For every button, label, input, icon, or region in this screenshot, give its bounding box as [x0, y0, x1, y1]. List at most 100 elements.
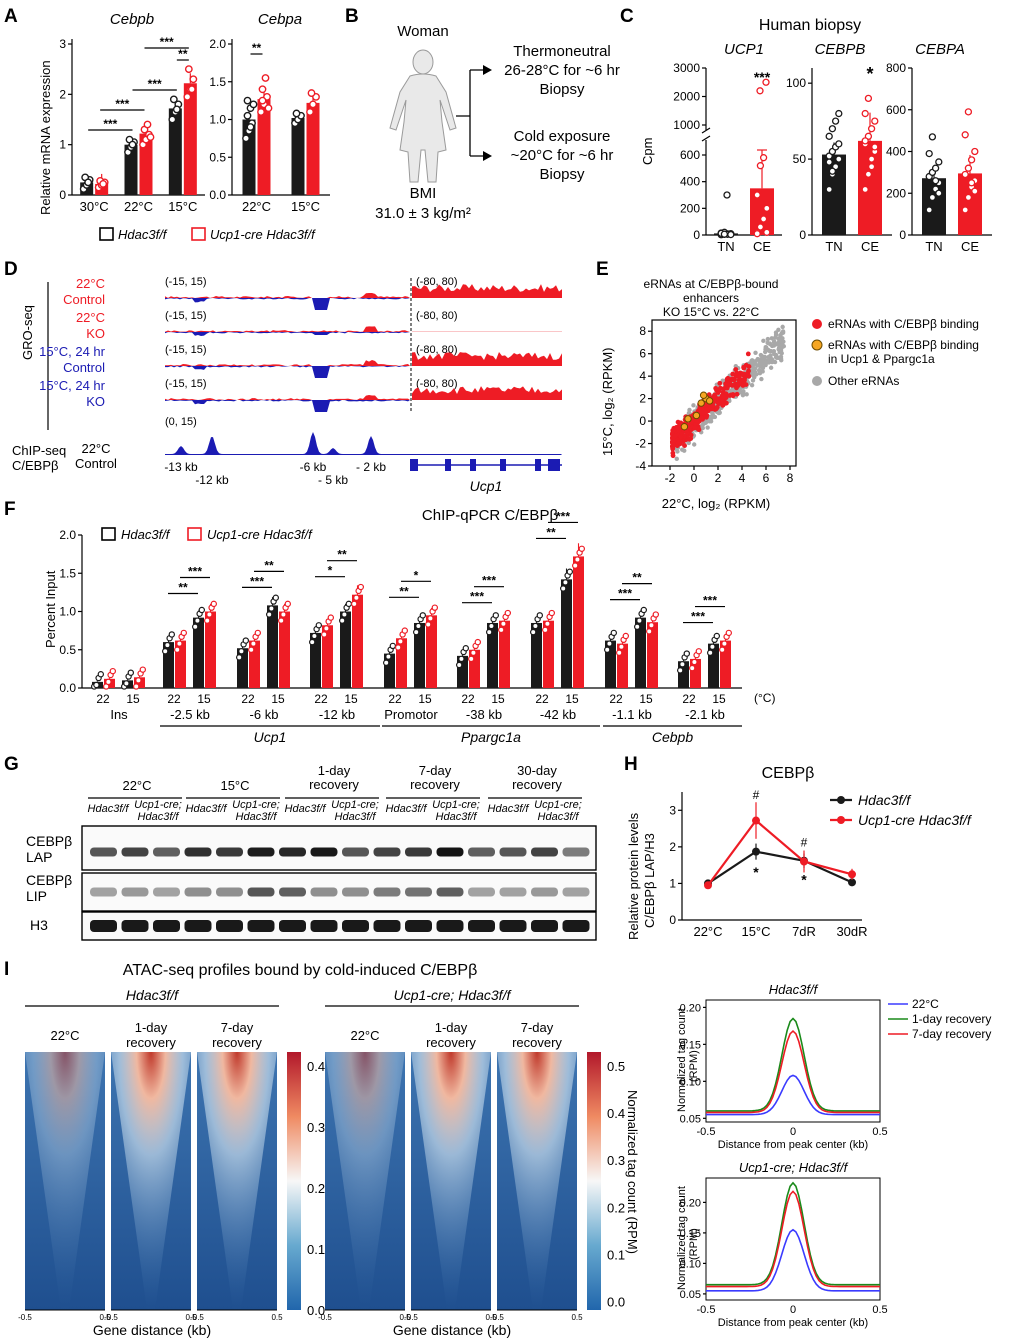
scatter-point-cebpb: [730, 393, 736, 399]
data-point: [161, 648, 169, 655]
y-tick-label: -2: [635, 437, 646, 451]
genotype-label: Hdac3f/f: [285, 803, 327, 815]
data-point: [610, 629, 618, 637]
panel-e-ylabel: 15°C, log₂ (RPKM): [600, 348, 615, 457]
blot-band: [153, 887, 180, 897]
y-tick-label: 0: [693, 228, 700, 242]
bar-ce: [858, 140, 882, 235]
data-point-tn: [825, 185, 833, 194]
scatter-point-ucp1-ppargc1a: [680, 422, 689, 431]
scatter-point-cebpb: [670, 450, 676, 456]
temp-label: 15: [197, 692, 211, 706]
chart-human-cebpa: 0 200 400 600 800 TN CE: [886, 61, 992, 254]
data-point-ce: [871, 143, 879, 151]
heatmap-signal: [497, 1052, 577, 1310]
data-point-ce: [759, 215, 768, 223]
gro-seq-label: GRO-seq: [20, 305, 35, 360]
bar-hdac3: [678, 661, 689, 688]
data-point: [191, 623, 199, 631]
scatter-point-other: [752, 372, 757, 378]
y-tick-label: 8: [639, 324, 646, 338]
data-point: [532, 622, 539, 630]
temp-label: 22: [167, 692, 181, 706]
scatter-point-other: [772, 339, 777, 344]
data-point-ce: [961, 131, 969, 139]
data-point: [235, 654, 243, 661]
significance-label: **: [264, 558, 274, 572]
legend-dot-ucp1cre: [837, 816, 845, 824]
y-tick-label: 3000: [673, 61, 700, 75]
data-point: [351, 600, 358, 608]
y-tick-label: 0.0: [59, 681, 76, 695]
bar-ucp1cre: [279, 611, 290, 688]
data-point-hdac3: [243, 111, 252, 120]
scatter-point-other: [733, 363, 738, 369]
scatter-point-cebpb: [745, 351, 751, 357]
bar-hdac3: [310, 632, 321, 688]
panel-a-cebpa-title: Cebpa: [258, 11, 302, 28]
gro-seq-ucp1-body: [412, 352, 562, 366]
blot-band: [405, 847, 432, 857]
x-group-label: 22°C: [124, 199, 153, 214]
data-point: [719, 646, 726, 653]
panel-i-title: ATAC-seq profiles bound by cold-induced …: [123, 962, 478, 979]
x-tick-label: 22°C: [693, 924, 722, 939]
gro-seq-ucp1-body: [412, 284, 562, 298]
panel-letter-f: F: [4, 499, 16, 520]
scatter-erna: -2 0 2 4 6 8 -4 -2 0 2 4 6 8: [635, 319, 797, 485]
y-tick-label: 2: [669, 840, 676, 854]
gro-seq-minus-strand: [165, 332, 410, 337]
data-point-ce: [871, 117, 879, 125]
scatter-point-other: [708, 419, 714, 424]
heatmap-scale-label: Normalized tag count (RPM): [625, 1090, 640, 1254]
track-range-right: (-80, 80): [416, 276, 458, 288]
chip-range: (0, 15): [165, 416, 197, 428]
data-point: [353, 594, 360, 601]
profile-line: [706, 1074, 880, 1116]
panel-letter-e: E: [596, 259, 609, 280]
data-point: [470, 649, 477, 657]
data-point: [604, 646, 611, 653]
gro-seq-minus-strand: [165, 298, 410, 310]
arm1-line1: Thermoneutral: [513, 43, 611, 60]
blot-band: [436, 920, 464, 932]
blot-band: [405, 887, 432, 897]
heatmap-signal: [111, 1052, 191, 1310]
data-point-tn: [928, 133, 937, 141]
track-range-left: (-15, 15): [165, 378, 207, 390]
data-point: [206, 611, 213, 618]
data-point: [427, 615, 434, 622]
blot-band: [499, 847, 527, 857]
data-point: [640, 606, 648, 614]
y-tick-label: 0.15: [680, 1039, 701, 1051]
data-point-tn: [727, 230, 735, 239]
data-point: [419, 612, 426, 619]
genotype-label: Hdac3f/f: [436, 811, 478, 823]
panel-e-title-3: KO 15°C vs. 22°C: [663, 305, 760, 319]
data-point: [254, 629, 261, 637]
chip-seq-track: [165, 432, 562, 455]
data-point: [341, 611, 348, 618]
blot-band: [342, 847, 369, 857]
heatmap-tick: 0.5: [99, 1313, 111, 1322]
significance-label: ***: [115, 97, 129, 111]
heatmap-signal: [325, 1052, 405, 1310]
data-point: [105, 678, 112, 686]
data-point: [562, 579, 569, 586]
ucp1-title: UCP1: [724, 41, 764, 58]
panel-f: ChIP-qPCR C/EBPβ Hdac3f/f Ucp1-cre Hdac3…: [43, 507, 775, 745]
y-tick-label: 0.0: [209, 188, 226, 202]
bar-hdac3: [267, 605, 278, 688]
genotype-label: Hdac3f/f: [488, 803, 530, 815]
data-point-tn: [935, 158, 943, 166]
x-tick-label: 0.5: [872, 1126, 887, 1138]
significance-label: **: [399, 584, 409, 598]
scatter-point-cebpb: [724, 400, 729, 406]
data-point-ucp1cre: [306, 108, 314, 116]
profile-ylabel: (RPM): [688, 1050, 700, 1082]
temp-label: 22: [682, 692, 696, 706]
data-point-ce: [861, 185, 869, 194]
